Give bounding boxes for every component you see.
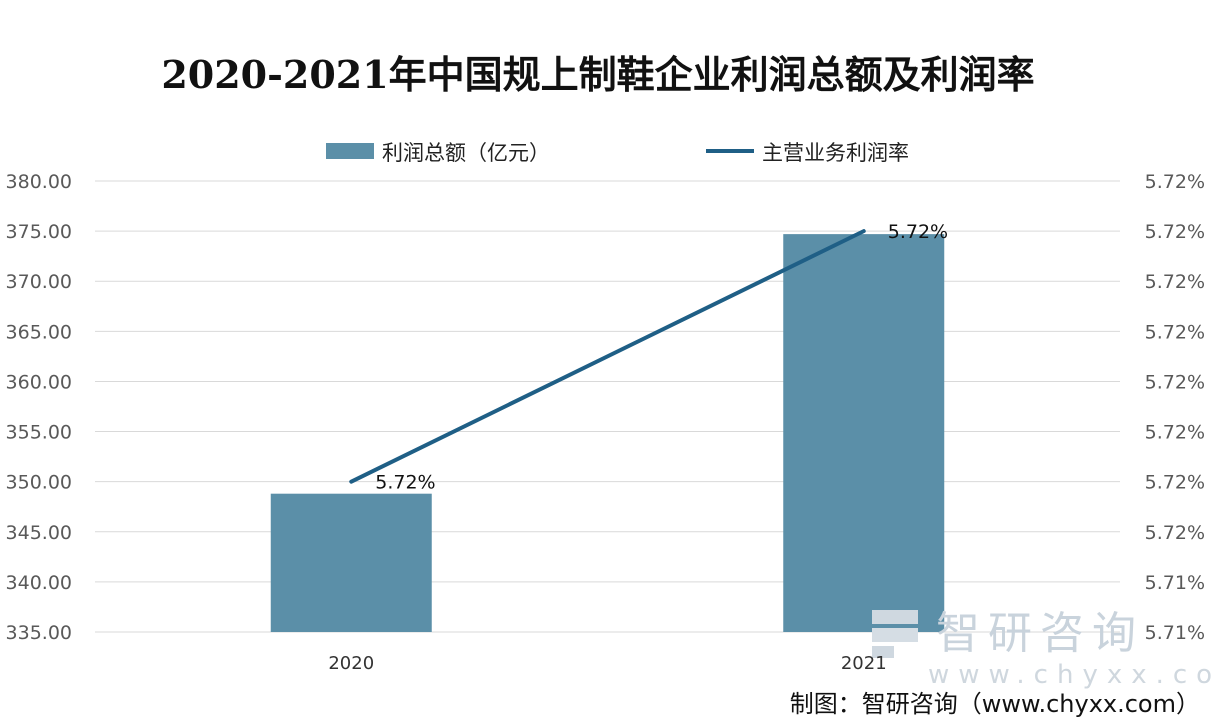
y2-tick-label: 5.72% [1145,371,1205,393]
legend-label-profit: 利润总额（亿元） [382,141,550,165]
y-tick-label: 370.00 [6,271,72,293]
y-tick-label: 350.00 [6,472,72,494]
y2-tick-label: 5.72% [1145,522,1205,544]
y2-axis-ticks: 5.71% 5.71% 5.72% 5.72% 5.72% 5.72% 5.72% 5.72%… [1145,171,1205,644]
watermark-url: www.chyxx.com [928,660,1212,690]
x-category-label: 2020 [328,653,374,674]
y2-tick-label: 5.72% [1145,472,1205,494]
line-data-label: 5.72% [375,472,435,494]
bar-2020 [270,493,432,632]
watermark-name: 智研咨询 [936,608,1144,659]
y-axis-ticks: 335.00 340.00 345.00 350.00 355.00 360.00 365.… [6,171,72,644]
legend: 利润总额（亿元） 主营业务利润率 [326,141,909,165]
bar-2021 [783,234,945,632]
y2-tick-label: 5.72% [1145,321,1205,343]
y2-tick-label: 5.72% [1145,271,1205,293]
y2-tick-label: 5.71% [1145,622,1205,644]
y-tick-label: 335.00 [6,622,72,644]
x-category-label: 2021 [841,653,887,674]
line-series: 5.72% 5.72% [349,221,948,494]
y2-tick-label: 5.71% [1145,572,1205,594]
y2-tick-label: 5.72% [1145,422,1205,444]
y-tick-label: 360.00 [6,371,72,393]
watermark: 智研咨询 www.chyxx.com [872,608,1212,690]
source-note: 制图：智研咨询（www.chyxx.com） [790,690,1200,718]
y-tick-label: 340.00 [6,572,72,594]
y2-tick-label: 5.72% [1145,171,1205,193]
watermark-logo-icon [872,610,918,658]
legend-swatch-profit [326,143,374,159]
chart-title: 2020-2021年中国规上制鞋企业利润总额及利润率 [161,52,1034,97]
y-tick-label: 355.00 [6,422,72,444]
gridlines [95,180,1120,633]
y-tick-label: 365.00 [6,321,72,343]
y-tick-label: 375.00 [6,221,72,243]
line-margin [349,229,866,484]
y-tick-label: 380.00 [6,171,72,193]
y2-tick-label: 5.72% [1145,221,1205,243]
line-data-label: 5.72% [888,221,948,243]
bars [270,234,945,632]
legend-label-margin: 主营业务利润率 [762,141,909,165]
x-axis-categories: 2020 2021 [328,653,886,674]
y-tick-label: 345.00 [6,522,72,544]
